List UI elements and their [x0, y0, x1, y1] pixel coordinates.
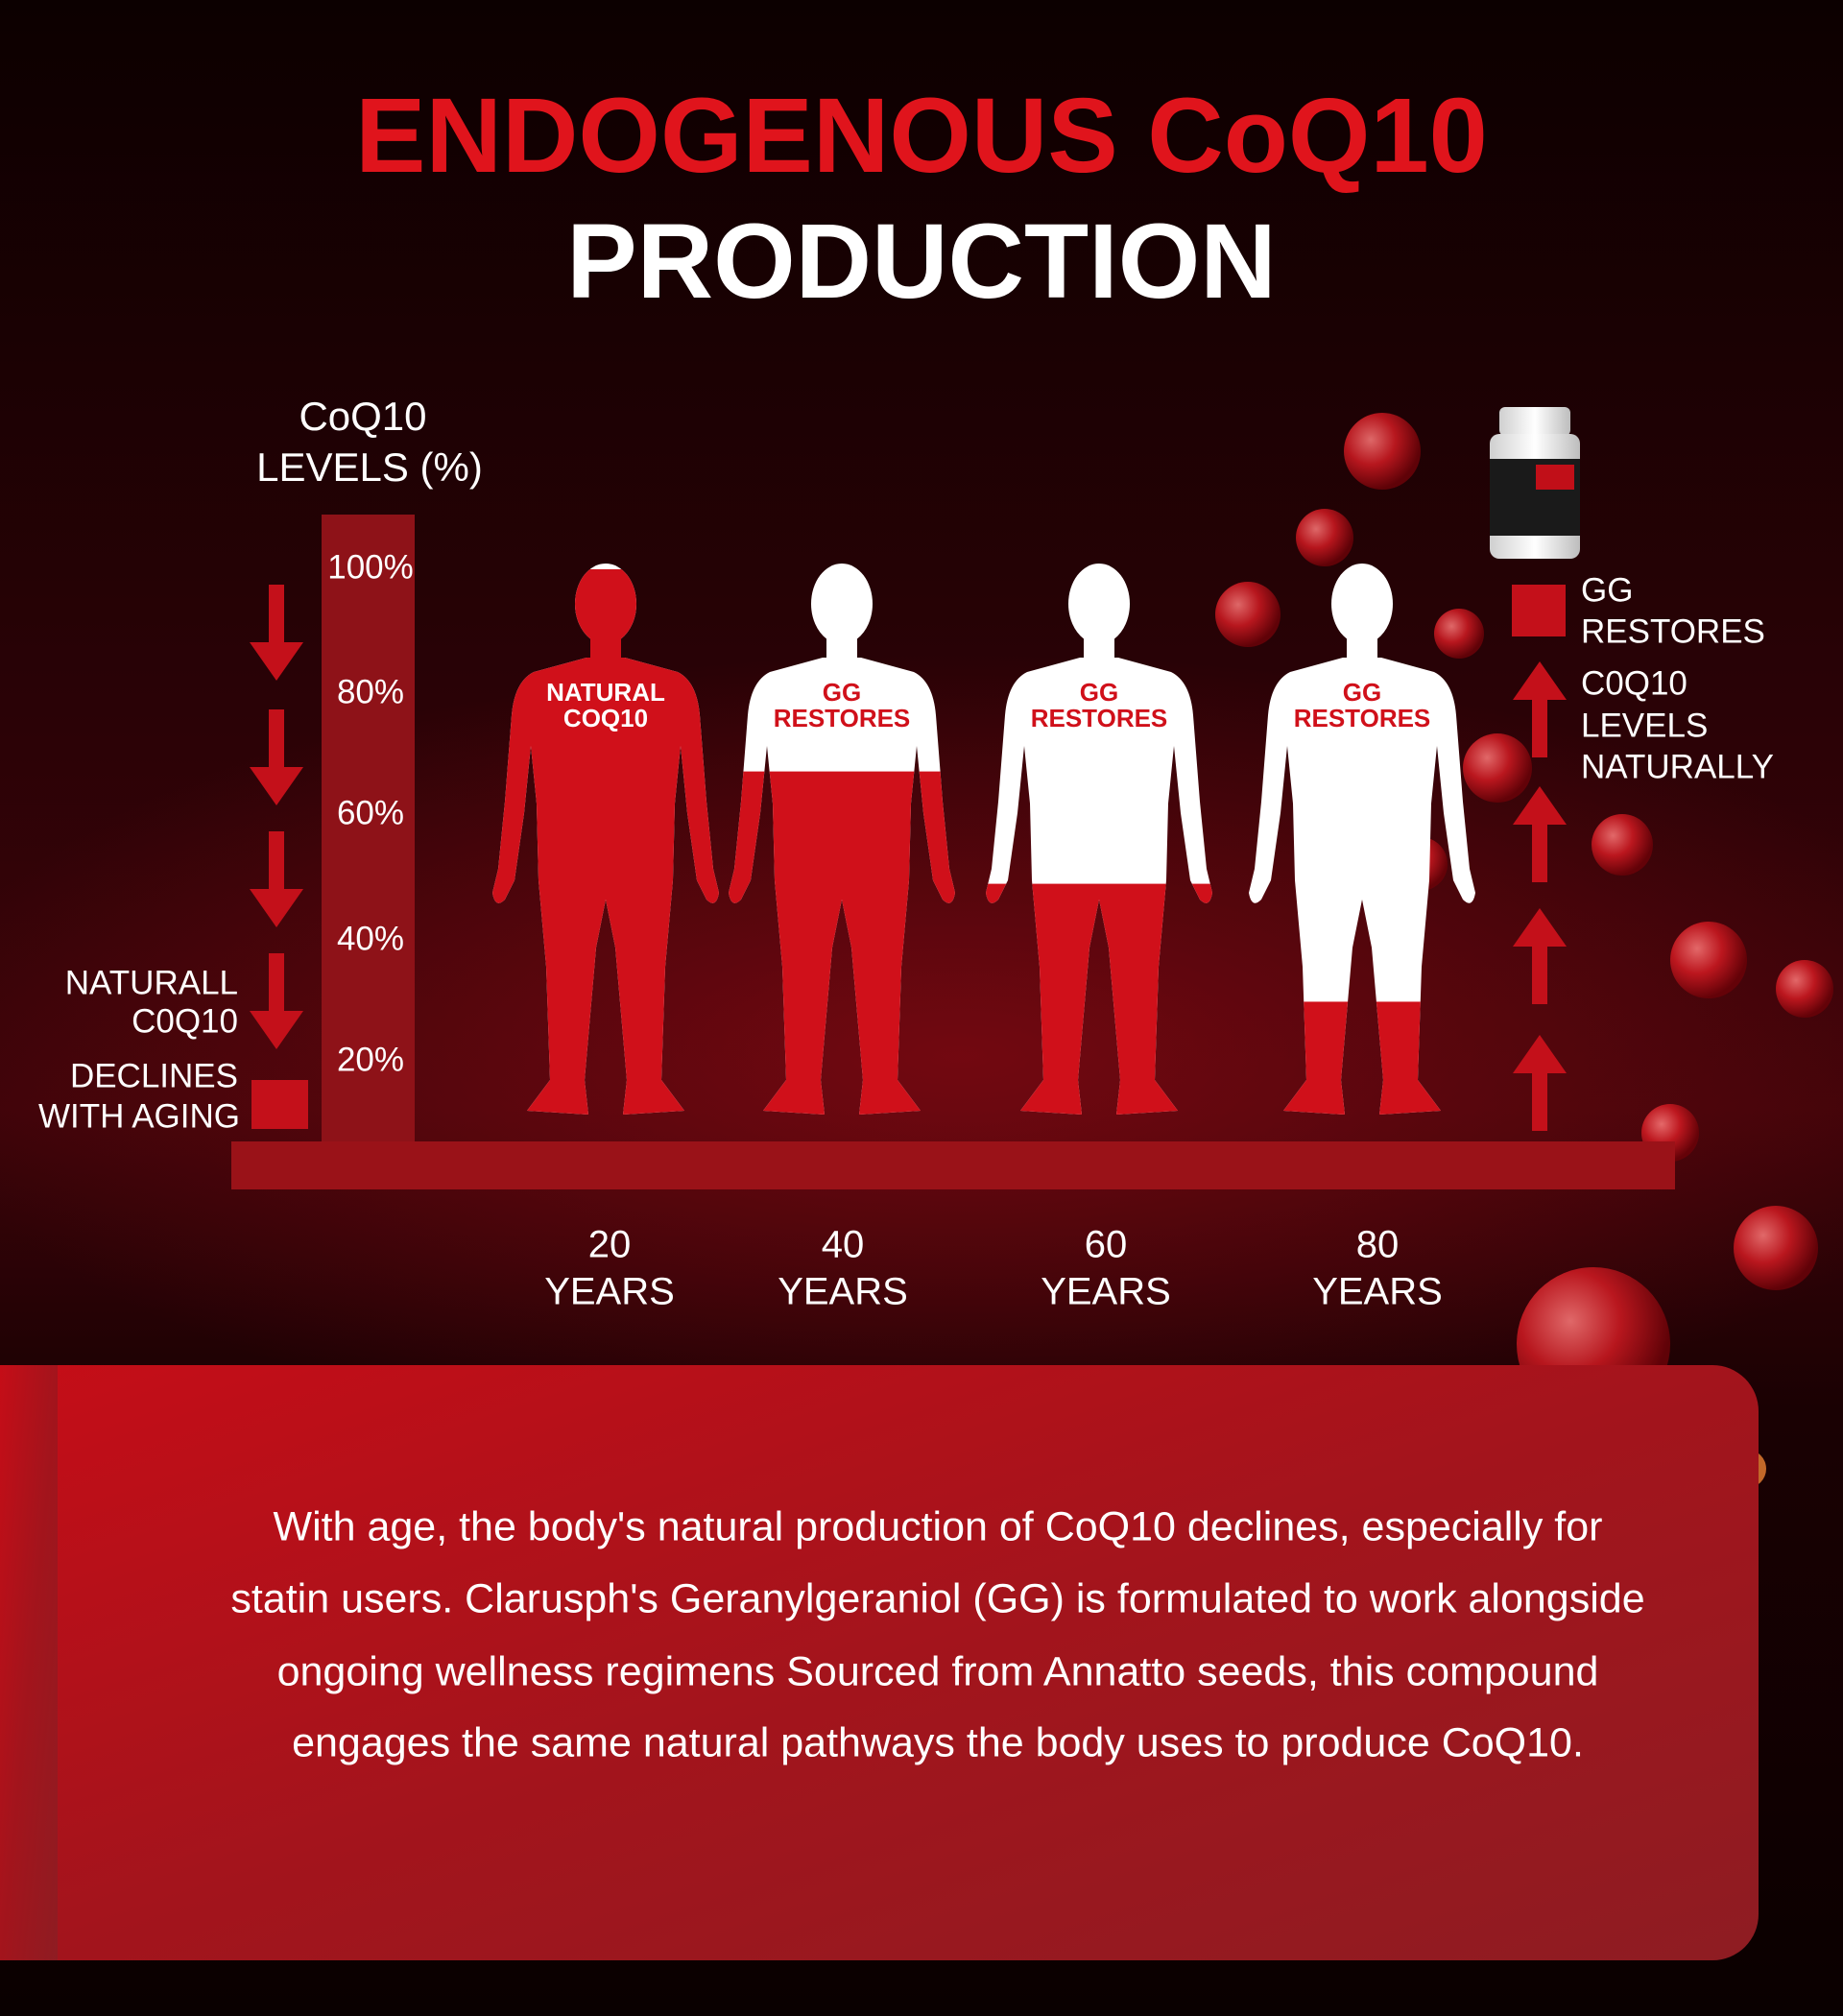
left-legend-square — [251, 1080, 308, 1129]
up-arrows — [1513, 661, 1567, 1131]
description-line: engages the same natural pathways the bo… — [292, 1719, 1584, 1765]
age-unit: YEARS — [1312, 1271, 1443, 1313]
right-note-line-3: C0Q10 — [1581, 664, 1687, 702]
age-value: 80 — [1356, 1224, 1400, 1266]
age-unit: YEARS — [1041, 1271, 1171, 1313]
title-line-2: PRODUCTION — [566, 203, 1276, 321]
figure-label-line-2: RESTORES — [1031, 704, 1168, 732]
figure-label-line-2: RESTORES — [1294, 704, 1431, 732]
left-note-line-3: DECLINES — [70, 1057, 238, 1094]
product-bottle — [1490, 407, 1580, 559]
age-unit: YEARS — [544, 1271, 675, 1313]
right-note-line-4: LEVELS — [1581, 707, 1708, 744]
axis-tick-label: 80% — [337, 673, 404, 710]
axis-tick-label: 100% — [327, 548, 414, 586]
figure-label-line-2: COQ10 — [563, 704, 648, 732]
right-legend-square — [1512, 585, 1566, 636]
age-value: 60 — [1085, 1224, 1128, 1266]
figure-label-line-1: NATURAL — [546, 678, 665, 707]
left-note-line-1: NATURALL — [65, 964, 238, 1001]
description-line: statin users. Clarusph's Geranylgeraniol… — [230, 1575, 1644, 1621]
axis-tick-label: 20% — [337, 1041, 404, 1078]
figure-label-line-1: GG — [1080, 678, 1118, 707]
age-unit: YEARS — [778, 1271, 908, 1313]
right-note-line-5: NATURALLY — [1581, 748, 1774, 785]
left-note-line-4: WITH AGING — [38, 1097, 240, 1135]
axis-bar — [322, 515, 415, 1141]
figure-label-line-1: GG — [823, 678, 861, 707]
title-line-1: ENDOGENOUS CoQ10 — [355, 77, 1488, 195]
axis-tick-label: 60% — [337, 794, 404, 831]
age-value: 40 — [822, 1224, 865, 1266]
description-panel — [0, 1365, 1759, 1960]
figure-label-line-1: GG — [1343, 678, 1381, 707]
axis-label-line-1: CoQ10 — [299, 394, 426, 439]
age-value: 20 — [588, 1224, 632, 1266]
description-panel-edge — [0, 1365, 58, 1960]
base-bar — [231, 1141, 1675, 1189]
description-line: ongoing wellness regimens Sourced from A… — [277, 1648, 1599, 1694]
axis-label-line-2: LEVELS (%) — [256, 444, 483, 490]
axis-tick-label: 40% — [337, 920, 404, 957]
figure-label-line-2: RESTORES — [774, 704, 911, 732]
right-note-line-1: GG — [1581, 571, 1633, 609]
left-note-line-2: C0Q10 — [132, 1002, 238, 1040]
right-note-line-2: RESTORES — [1581, 612, 1765, 650]
down-arrows — [250, 585, 303, 1049]
description-line: With age, the body's natural production … — [274, 1503, 1603, 1549]
